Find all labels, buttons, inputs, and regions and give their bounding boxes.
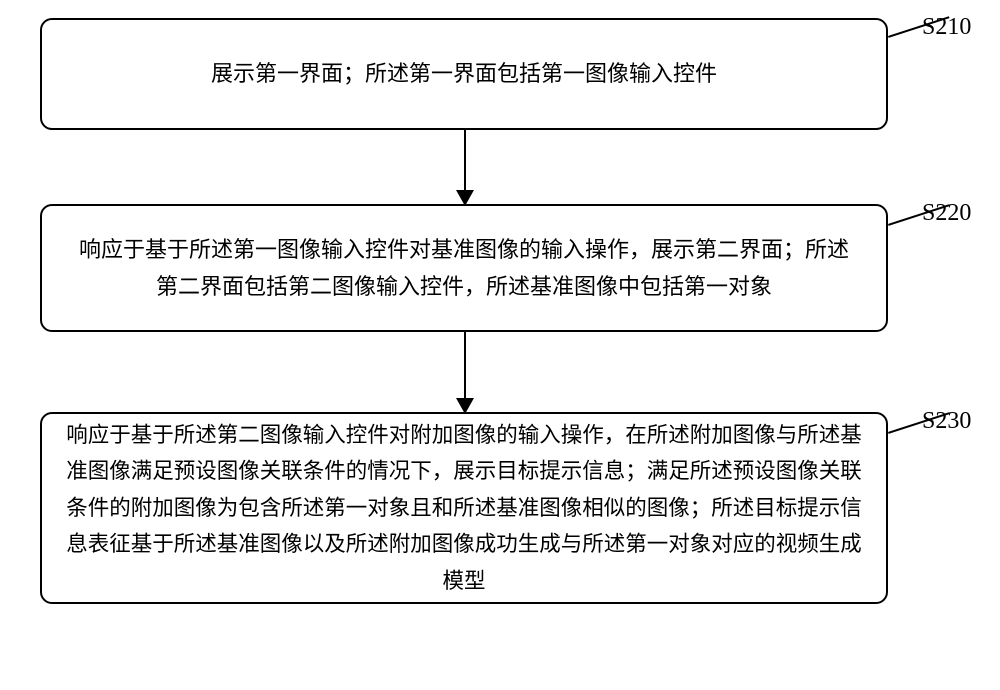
flowchart-container: 展示第一界面；所述第一界面包括第一图像输入控件 响应于基于所述第一图像输入控件对… xyxy=(40,18,960,604)
arrow-s220-to-s230 xyxy=(464,332,466,412)
step-box-s230: 响应于基于所述第二图像输入控件对附加图像的输入操作，在所述附加图像与所述基准图像… xyxy=(40,412,888,604)
arrow-s210-to-s220 xyxy=(464,130,466,204)
step-text: 响应于基于所述第一图像输入控件对基准图像的输入操作，展示第二界面；所述第二界面包… xyxy=(72,231,856,306)
step-text: 展示第一界面；所述第一界面包括第一图像输入控件 xyxy=(211,55,717,92)
step-text: 响应于基于所述第二图像输入控件对附加图像的输入操作，在所述附加图像与所述基准图像… xyxy=(66,417,862,600)
step-box-s210: 展示第一界面；所述第一界面包括第一图像输入控件 xyxy=(40,18,888,130)
step-box-s220: 响应于基于所述第一图像输入控件对基准图像的输入操作，展示第二界面；所述第二界面包… xyxy=(40,204,888,332)
